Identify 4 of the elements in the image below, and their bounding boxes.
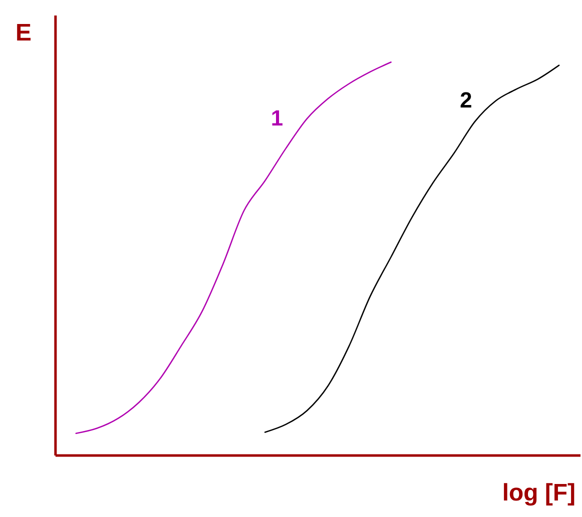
x-axis-title: log [F] [502,480,576,506]
series-label: 1 [270,106,284,131]
series-label: 2 [460,88,472,113]
y-axis-title: E [15,20,32,46]
